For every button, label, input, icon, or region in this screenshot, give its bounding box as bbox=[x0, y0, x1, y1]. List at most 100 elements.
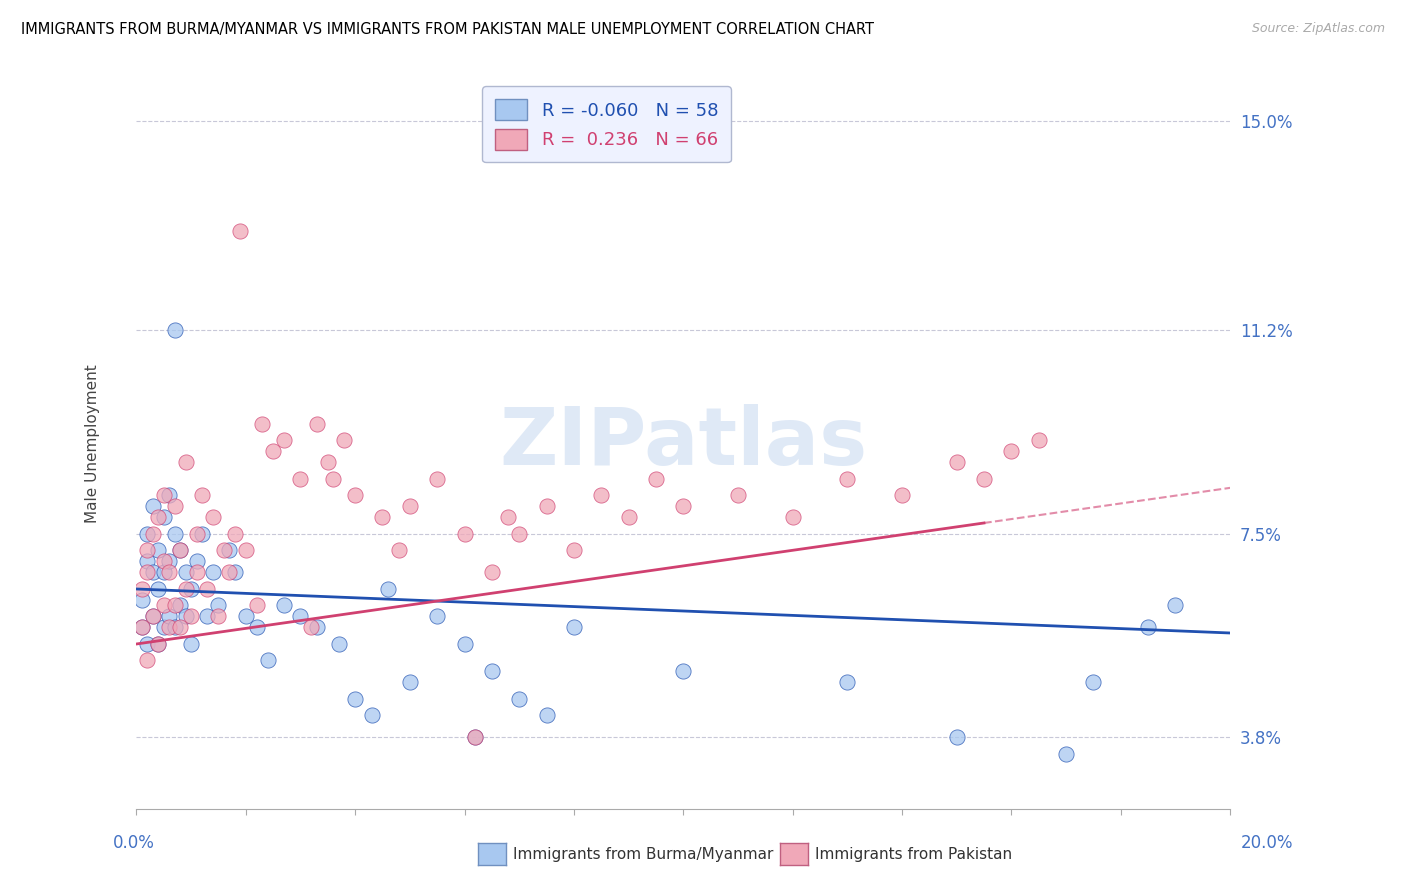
Point bbox=[152, 566, 174, 580]
Point bbox=[496, 510, 519, 524]
Point bbox=[186, 554, 208, 568]
Point bbox=[344, 692, 367, 706]
Point bbox=[235, 609, 257, 624]
Point bbox=[246, 599, 269, 613]
Point bbox=[273, 434, 295, 448]
Point bbox=[562, 620, 585, 634]
Point bbox=[131, 620, 153, 634]
Point bbox=[136, 554, 159, 568]
Text: ZIPatlas: ZIPatlas bbox=[499, 404, 868, 483]
Point bbox=[727, 488, 749, 502]
Point bbox=[464, 731, 486, 745]
Point bbox=[163, 323, 186, 337]
Point bbox=[1000, 444, 1022, 458]
Text: Source: ZipAtlas.com: Source: ZipAtlas.com bbox=[1251, 22, 1385, 36]
Point bbox=[1083, 675, 1105, 690]
Point bbox=[157, 609, 180, 624]
Point bbox=[163, 599, 186, 613]
Point bbox=[136, 543, 159, 558]
Point bbox=[142, 609, 165, 624]
Point bbox=[142, 527, 165, 541]
Point bbox=[536, 708, 558, 723]
Point bbox=[169, 599, 191, 613]
Point bbox=[152, 620, 174, 634]
Point bbox=[453, 527, 475, 541]
Point bbox=[305, 620, 328, 634]
Point bbox=[273, 599, 295, 613]
Point bbox=[322, 472, 344, 486]
Point bbox=[672, 500, 695, 514]
Point bbox=[645, 472, 668, 486]
Point bbox=[207, 599, 229, 613]
Point bbox=[152, 599, 174, 613]
Point bbox=[131, 620, 153, 634]
Point bbox=[201, 510, 224, 524]
Legend: R = -0.060   N = 58, R =  0.236   N = 66: R = -0.060 N = 58, R = 0.236 N = 66 bbox=[482, 87, 731, 162]
Point bbox=[207, 609, 229, 624]
Point bbox=[142, 566, 165, 580]
Point bbox=[426, 609, 449, 624]
Point bbox=[201, 566, 224, 580]
Point bbox=[157, 566, 180, 580]
Point bbox=[163, 500, 186, 514]
Point bbox=[136, 527, 159, 541]
Point bbox=[163, 620, 186, 634]
Text: Male Unemployment: Male Unemployment bbox=[86, 364, 100, 523]
Point bbox=[212, 543, 235, 558]
Point bbox=[464, 731, 486, 745]
Point bbox=[148, 543, 170, 558]
Point bbox=[1028, 434, 1050, 448]
Point bbox=[180, 582, 202, 596]
Point bbox=[316, 455, 339, 469]
Point bbox=[973, 472, 995, 486]
Point bbox=[945, 455, 967, 469]
Point bbox=[174, 566, 197, 580]
Point bbox=[508, 692, 530, 706]
Point bbox=[837, 675, 859, 690]
Point bbox=[152, 510, 174, 524]
Point bbox=[299, 620, 322, 634]
Point bbox=[163, 527, 186, 541]
Point bbox=[377, 582, 399, 596]
Point bbox=[837, 472, 859, 486]
Point bbox=[360, 708, 382, 723]
Point bbox=[1054, 747, 1077, 761]
Point bbox=[305, 417, 328, 431]
Point bbox=[197, 609, 219, 624]
Point bbox=[157, 554, 180, 568]
Point bbox=[782, 510, 804, 524]
Point bbox=[229, 224, 252, 238]
Point bbox=[453, 637, 475, 651]
Point bbox=[157, 488, 180, 502]
Point bbox=[218, 566, 240, 580]
Point bbox=[142, 609, 165, 624]
Point bbox=[1137, 620, 1160, 634]
Point bbox=[148, 637, 170, 651]
Point bbox=[262, 444, 284, 458]
Point bbox=[191, 488, 214, 502]
Point bbox=[136, 637, 159, 651]
Point bbox=[152, 554, 174, 568]
Point bbox=[197, 582, 219, 596]
Point bbox=[562, 543, 585, 558]
Point bbox=[136, 566, 159, 580]
Point bbox=[398, 500, 420, 514]
Point bbox=[333, 434, 356, 448]
Point bbox=[131, 582, 153, 596]
Point bbox=[169, 543, 191, 558]
Point bbox=[131, 593, 153, 607]
Point bbox=[344, 488, 367, 502]
Point bbox=[1164, 599, 1187, 613]
Point bbox=[246, 620, 269, 634]
Point bbox=[169, 543, 191, 558]
Point bbox=[591, 488, 613, 502]
Point bbox=[136, 653, 159, 667]
Text: 0.0%: 0.0% bbox=[112, 834, 155, 852]
Point bbox=[148, 637, 170, 651]
Point bbox=[398, 675, 420, 690]
Point bbox=[891, 488, 914, 502]
Point bbox=[371, 510, 394, 524]
Point bbox=[235, 543, 257, 558]
Point bbox=[191, 527, 214, 541]
Point bbox=[328, 637, 350, 651]
